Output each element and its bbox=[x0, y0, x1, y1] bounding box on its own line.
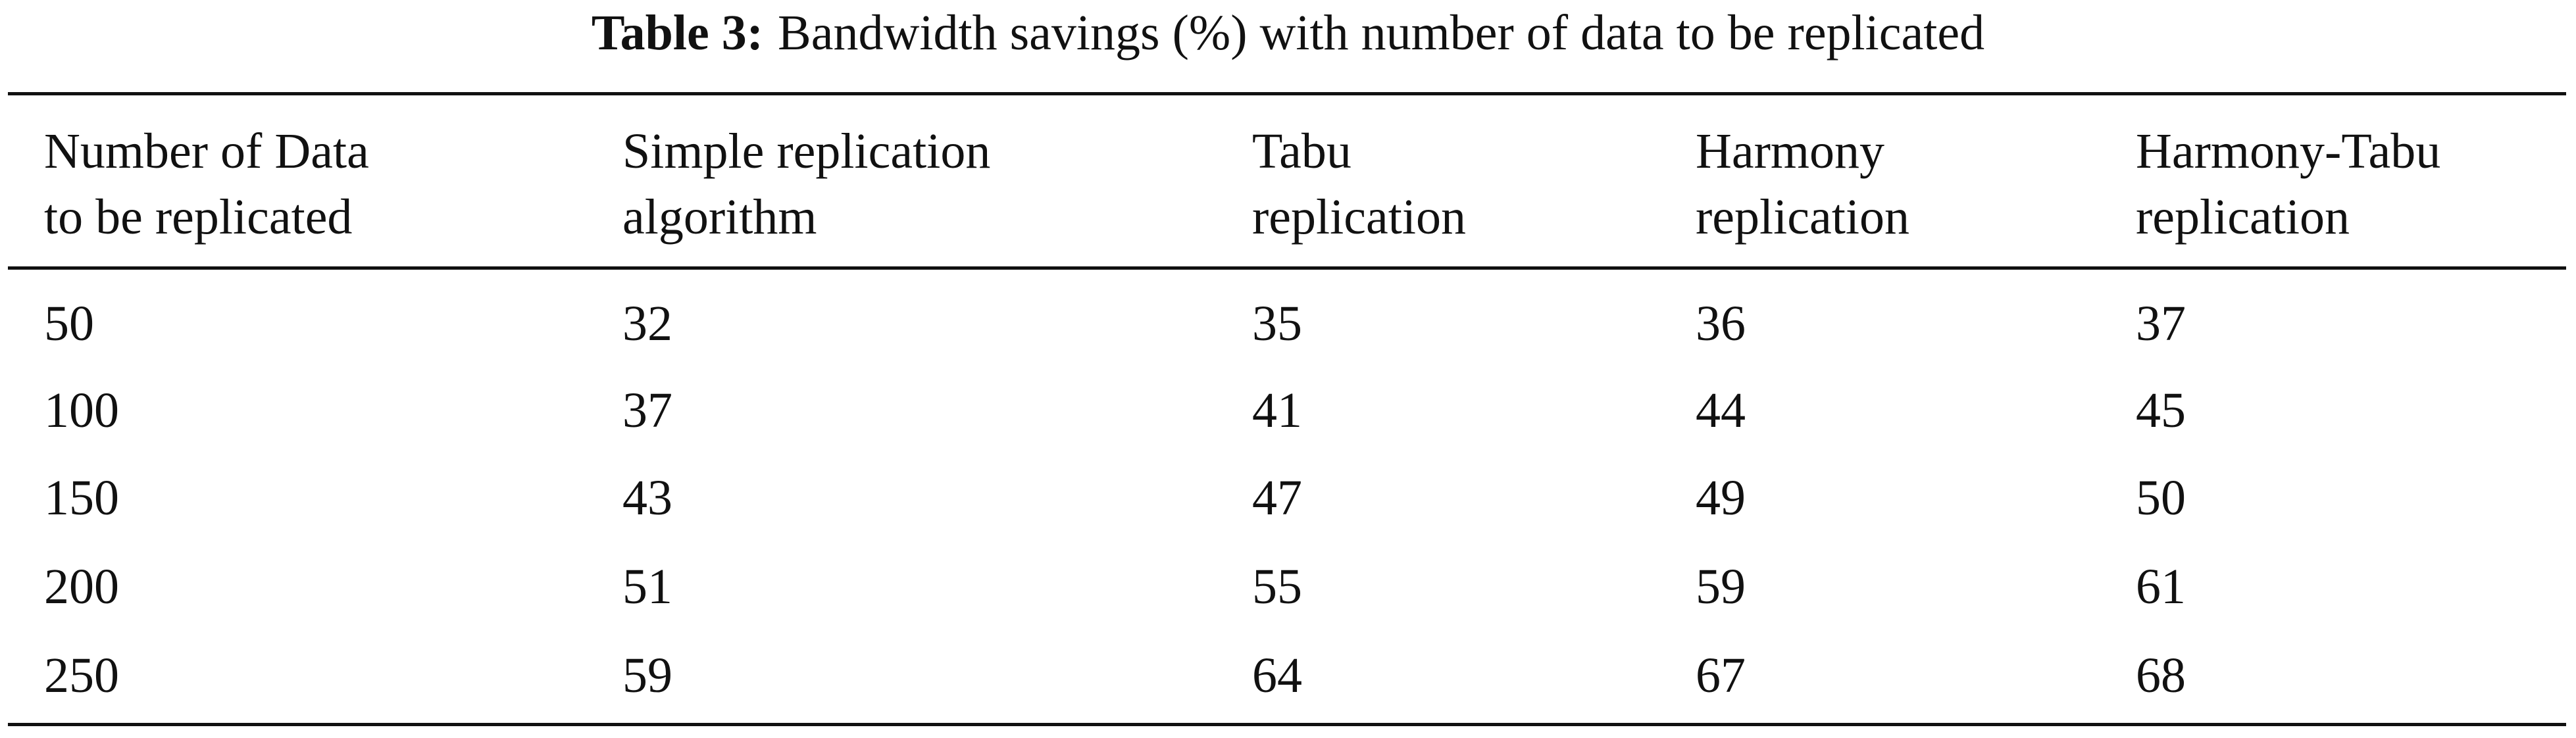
table-cell: 68 bbox=[2136, 648, 2186, 703]
header-cell: replication bbox=[2136, 189, 2350, 245]
top-rule bbox=[8, 92, 2566, 95]
header-cell: algorithm bbox=[622, 189, 817, 245]
table-cell: 37 bbox=[2136, 296, 2186, 351]
table-cell: 51 bbox=[622, 559, 672, 614]
table-cell: 59 bbox=[1696, 559, 1746, 614]
table-cell: 55 bbox=[1252, 559, 1302, 614]
table-cell: 59 bbox=[622, 648, 672, 703]
table-cell: 44 bbox=[1696, 383, 1746, 438]
table-cell: 64 bbox=[1252, 648, 1302, 703]
caption-label: Table 3: bbox=[591, 5, 764, 61]
table-cell: 47 bbox=[1252, 470, 1302, 526]
table-cell: 67 bbox=[1696, 648, 1746, 703]
header-cell: Harmony-Tabu bbox=[2136, 124, 2441, 179]
bottom-rule bbox=[8, 723, 2566, 726]
table-cell: 49 bbox=[1696, 470, 1746, 526]
caption-text: Bandwidth savings (%) with number of dat… bbox=[778, 5, 1985, 61]
table-cell: 50 bbox=[44, 296, 94, 351]
table-cell: 37 bbox=[622, 383, 672, 438]
table-cell: 41 bbox=[1252, 383, 1302, 438]
table-cell: 45 bbox=[2136, 383, 2186, 438]
header-rule bbox=[8, 266, 2566, 270]
table-cell: 50 bbox=[2136, 470, 2186, 526]
table-cell: 61 bbox=[2136, 559, 2186, 614]
header-cell: to be replicated bbox=[44, 189, 353, 245]
table-cell: 36 bbox=[1696, 296, 1746, 351]
table-cell: 150 bbox=[44, 470, 119, 526]
table-cell: 200 bbox=[44, 559, 119, 614]
table-cell: 35 bbox=[1252, 296, 1302, 351]
header-cell: Simple replication bbox=[622, 124, 991, 179]
table-cell: 43 bbox=[622, 470, 672, 526]
header-cell: Number of Data bbox=[44, 124, 369, 179]
table-cell: 250 bbox=[44, 648, 119, 703]
header-cell: Tabu bbox=[1252, 124, 1351, 179]
header-cell: replication bbox=[1252, 189, 1466, 245]
header-cell: replication bbox=[1696, 189, 1909, 245]
table-caption: Table 3: Bandwidth savings (%) with numbe… bbox=[0, 8, 2576, 58]
table-cell: 32 bbox=[622, 296, 672, 351]
table-cell: 100 bbox=[44, 383, 119, 438]
header-cell: Harmony bbox=[1696, 124, 1885, 179]
